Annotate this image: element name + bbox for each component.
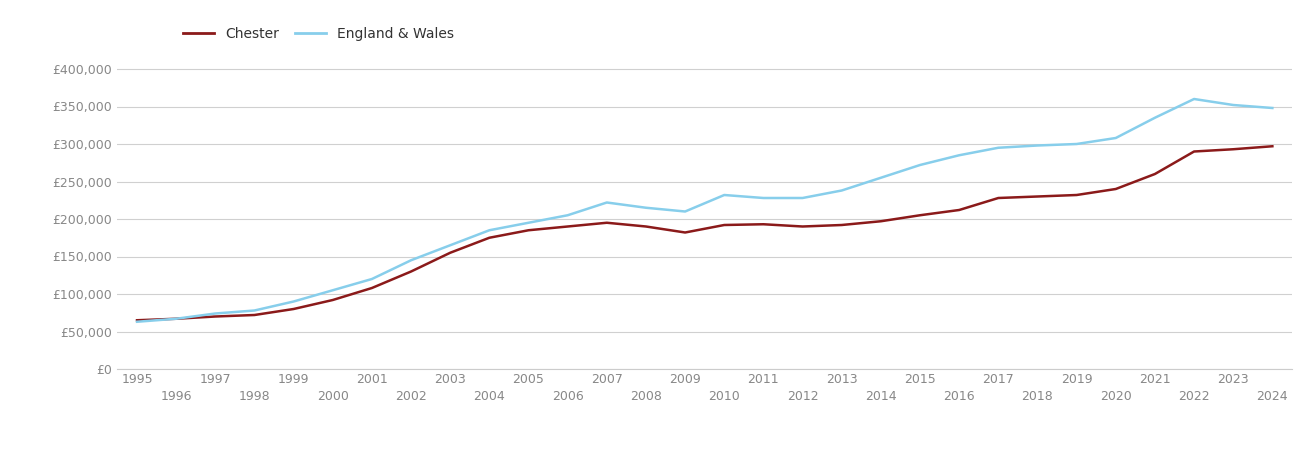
- England & Wales: [912, 162, 928, 168]
- Chester: [795, 224, 810, 229]
- England & Wales: [638, 205, 654, 211]
- Chester: [1225, 147, 1241, 152]
- Chester: [677, 230, 693, 235]
- England & Wales: [560, 212, 576, 218]
- England & Wales: [716, 192, 732, 198]
- Chester: [560, 224, 576, 229]
- Chester: [1108, 186, 1124, 192]
- Chester: [599, 220, 615, 225]
- Chester: [912, 212, 928, 218]
- England & Wales: [795, 195, 810, 201]
- England & Wales: [521, 220, 536, 225]
- England & Wales: [403, 257, 419, 263]
- England & Wales: [168, 316, 184, 321]
- Chester: [207, 314, 223, 319]
- England & Wales: [756, 195, 771, 201]
- England & Wales: [247, 308, 262, 313]
- Chester: [990, 195, 1006, 201]
- Chester: [1265, 144, 1280, 149]
- Chester: [951, 207, 967, 213]
- Chester: [1030, 194, 1045, 199]
- England & Wales: [325, 288, 341, 293]
- England & Wales: [834, 188, 850, 193]
- England & Wales: [1069, 141, 1084, 147]
- Chester: [247, 312, 262, 318]
- England & Wales: [873, 175, 889, 180]
- England & Wales: [1186, 96, 1202, 102]
- Chester: [286, 306, 301, 312]
- England & Wales: [1030, 143, 1045, 148]
- Chester: [482, 235, 497, 240]
- England & Wales: [286, 299, 301, 304]
- Chester: [873, 219, 889, 224]
- England & Wales: [129, 319, 145, 324]
- Chester: [129, 318, 145, 323]
- Chester: [1147, 171, 1163, 177]
- Chester: [638, 224, 654, 229]
- England & Wales: [677, 209, 693, 214]
- Chester: [325, 297, 341, 303]
- England & Wales: [1225, 102, 1241, 108]
- England & Wales: [442, 243, 458, 248]
- Chester: [1069, 192, 1084, 198]
- Line: Chester: Chester: [137, 146, 1272, 320]
- England & Wales: [207, 311, 223, 316]
- England & Wales: [1265, 105, 1280, 111]
- Chester: [834, 222, 850, 228]
- England & Wales: [364, 276, 380, 282]
- England & Wales: [1147, 115, 1163, 121]
- England & Wales: [1108, 135, 1124, 141]
- England & Wales: [482, 228, 497, 233]
- Chester: [442, 250, 458, 256]
- Line: England & Wales: England & Wales: [137, 99, 1272, 322]
- Chester: [168, 316, 184, 321]
- England & Wales: [990, 145, 1006, 150]
- Chester: [521, 228, 536, 233]
- Chester: [756, 221, 771, 227]
- England & Wales: [951, 153, 967, 158]
- Legend: Chester, England & Wales: Chester, England & Wales: [183, 27, 454, 41]
- England & Wales: [599, 200, 615, 205]
- Chester: [364, 285, 380, 291]
- Chester: [1186, 149, 1202, 154]
- Chester: [403, 269, 419, 274]
- Chester: [716, 222, 732, 228]
